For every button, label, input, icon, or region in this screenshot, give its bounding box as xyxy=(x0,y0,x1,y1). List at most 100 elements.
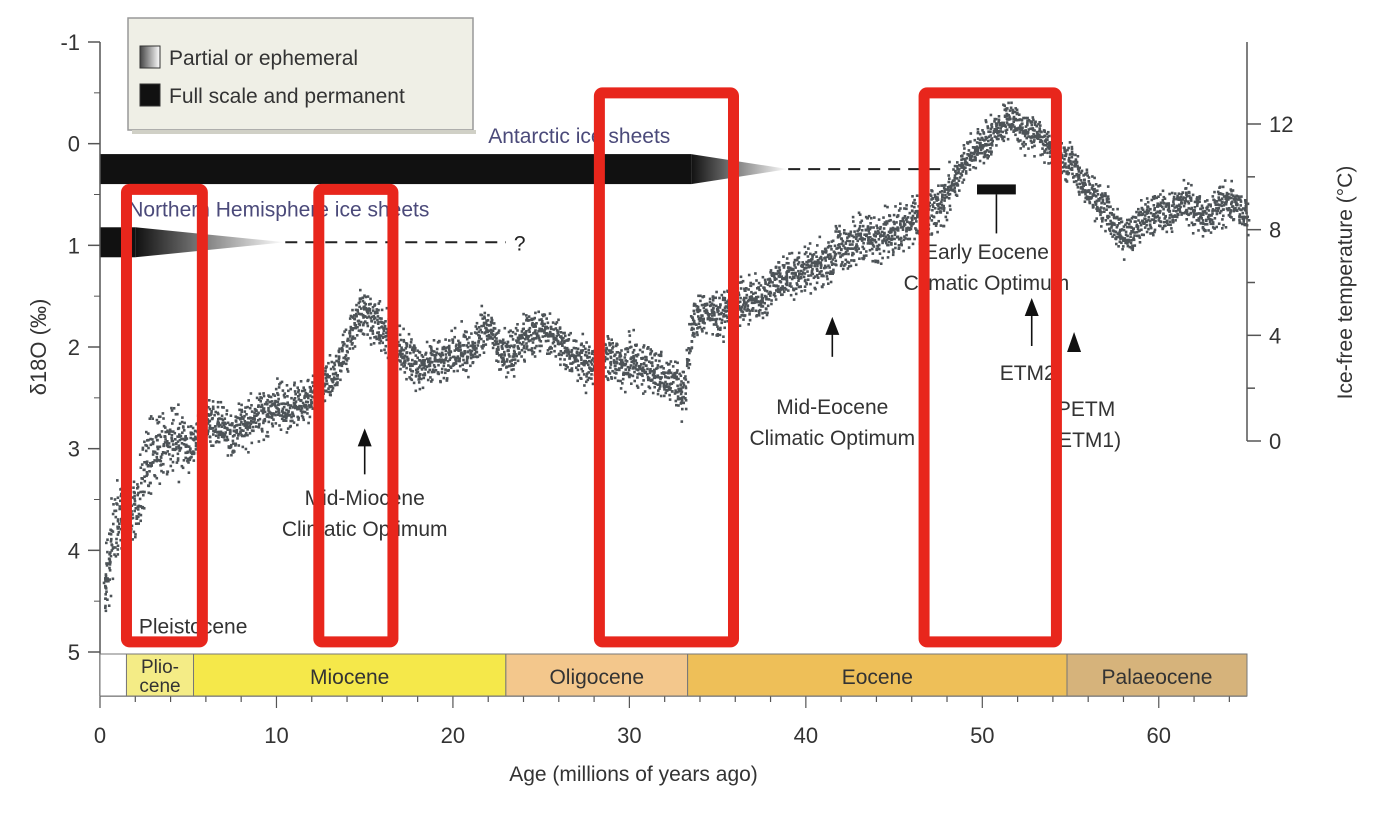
data-point xyxy=(629,357,632,360)
data-point xyxy=(873,245,876,248)
data-point xyxy=(916,194,919,197)
data-point xyxy=(566,366,569,369)
data-point xyxy=(1173,215,1176,218)
data-point xyxy=(850,231,853,234)
data-point xyxy=(853,230,856,233)
data-point xyxy=(764,281,767,284)
data-point xyxy=(571,353,574,356)
data-point xyxy=(800,290,803,293)
data-point xyxy=(372,332,375,335)
data-point xyxy=(145,450,148,453)
data-point xyxy=(698,322,701,325)
data-point xyxy=(762,305,765,308)
data-point xyxy=(637,386,640,389)
data-point xyxy=(835,253,838,256)
data-point xyxy=(227,454,230,457)
data-point xyxy=(107,562,110,565)
data-point xyxy=(888,235,891,238)
data-point xyxy=(842,240,845,243)
data-point xyxy=(168,453,171,456)
data-point xyxy=(910,228,913,231)
data-point xyxy=(567,349,570,352)
data-point xyxy=(1046,152,1049,155)
data-point xyxy=(742,311,745,314)
data-point xyxy=(1019,131,1022,134)
data-point xyxy=(194,430,197,433)
data-point xyxy=(666,383,669,386)
data-point xyxy=(748,274,751,277)
data-point xyxy=(1093,177,1096,180)
data-point xyxy=(293,382,296,385)
data-point xyxy=(983,132,986,135)
data-point xyxy=(754,292,757,295)
data-point xyxy=(585,341,588,344)
data-point xyxy=(435,351,438,354)
data-point xyxy=(424,353,427,356)
data-point xyxy=(719,327,722,330)
data-point xyxy=(655,352,658,355)
data-point xyxy=(311,402,314,405)
data-point xyxy=(636,362,639,365)
data-point xyxy=(911,209,914,212)
data-point xyxy=(1142,209,1145,212)
data-point xyxy=(296,424,299,427)
data-point xyxy=(178,427,181,430)
data-point xyxy=(1169,221,1172,224)
data-point xyxy=(1097,193,1100,196)
data-point xyxy=(618,367,621,370)
data-point xyxy=(670,360,673,363)
data-point xyxy=(855,264,858,267)
data-point xyxy=(1071,167,1074,170)
data-point xyxy=(372,309,375,312)
data-point xyxy=(135,522,138,525)
data-point xyxy=(1163,202,1166,205)
data-point xyxy=(465,369,468,372)
data-point xyxy=(147,447,150,450)
data-point xyxy=(1046,138,1049,141)
data-point xyxy=(1117,245,1120,248)
data-point xyxy=(501,341,504,344)
data-point xyxy=(377,331,380,334)
data-point xyxy=(503,353,506,356)
data-point xyxy=(1167,205,1170,208)
data-point xyxy=(1112,208,1115,211)
data-point xyxy=(434,366,437,369)
data-point xyxy=(156,452,159,455)
data-point xyxy=(696,331,699,334)
data-point xyxy=(1183,205,1186,208)
data-point xyxy=(210,413,213,416)
data-point xyxy=(161,430,164,433)
data-point xyxy=(943,199,946,202)
data-point xyxy=(968,149,971,152)
data-point xyxy=(1083,179,1086,182)
data-point xyxy=(150,464,153,467)
data-point xyxy=(987,127,990,130)
data-point xyxy=(770,303,773,306)
data-point xyxy=(162,463,165,466)
data-point xyxy=(1174,192,1177,195)
data-point xyxy=(462,368,465,371)
data-point xyxy=(150,415,153,418)
data-point xyxy=(757,296,760,299)
data-point xyxy=(995,144,998,147)
data-point xyxy=(544,314,547,317)
data-point xyxy=(1099,184,1102,187)
data-point xyxy=(583,345,586,348)
data-point xyxy=(969,164,972,167)
data-point xyxy=(964,166,967,169)
data-point xyxy=(949,208,952,211)
data-point xyxy=(900,244,903,247)
data-point xyxy=(411,374,414,377)
data-point xyxy=(804,279,807,282)
data-point xyxy=(303,397,306,400)
data-point xyxy=(1188,207,1191,210)
data-point xyxy=(587,371,590,374)
data-point xyxy=(902,250,905,253)
data-point xyxy=(715,321,718,324)
data-point xyxy=(698,310,701,313)
data-point xyxy=(705,332,708,335)
data-point xyxy=(1148,209,1151,212)
data-point xyxy=(859,225,862,228)
data-point xyxy=(272,425,275,428)
data-point xyxy=(899,207,902,210)
